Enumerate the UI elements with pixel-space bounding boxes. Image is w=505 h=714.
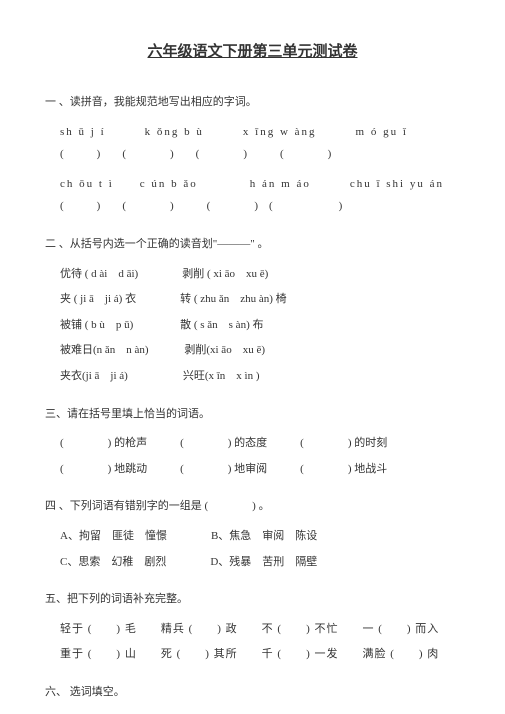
q5-row: 重于 ( ) 山 死 ( ) 其所 千 ( ) 一发 满脸 ( ) 肉: [60, 646, 460, 664]
page-title: 六年级语文下册第三单元测试卷: [45, 40, 460, 64]
q1-paren-2: ( ) ( ) ( ) ( ): [60, 198, 460, 216]
q1-pinyin-1: sh ū j í k ǒng b ù x īng w àng m ó gu ǐ: [60, 124, 460, 142]
q2-header: 二 、从括号内选一个正确的读音划"———" 。: [45, 236, 460, 254]
q2-item: 夹衣(ji ā ji á) 兴旺(x īn x ìn ): [60, 368, 460, 386]
q5-row: 轻于 ( ) 毛 精兵 ( ) 政 不 ( ) 不忙 一 ( ) 而入: [60, 621, 460, 639]
q3-header: 三、请在括号里填上恰当的词语。: [45, 406, 460, 424]
q4-option: A、拘留 匪徒 憧憬 B、焦急 审阅 陈设: [60, 528, 460, 546]
q2-item: 夹 ( ji ā ji á) 衣 转 ( zhu ǎn zhu àn) 椅: [60, 291, 460, 309]
q2-item: 优待 ( d ài d āi) 剥削 ( xi āo xu ē): [60, 266, 460, 284]
q3-row: ( ) 地跳动 ( ) 地审阅 ( ) 地战斗: [60, 461, 460, 479]
q5-header: 五、把下列的词语补充完整。: [45, 591, 460, 609]
q4-header: 四 、下列词语有错别字的一组是 ( ) 。: [45, 498, 460, 516]
q3-row: ( ) 的枪声 ( ) 的态度 ( ) 的时刻: [60, 435, 460, 453]
q2-item: 被难日(n ǎn n àn) 剥削(xi āo xu ē): [60, 342, 460, 360]
q4-option: C、思索 幻稚 剧烈 D、残暴 苦刑 隔壁: [60, 554, 460, 572]
q2-item: 被铺 ( b ù p ū) 散 ( s ǎn s àn) 布: [60, 317, 460, 335]
q1-paren-1: ( ) ( ) ( ) ( ): [60, 146, 460, 164]
q6-header: 六、 选词填空。: [45, 684, 460, 702]
q1-header: 一 、读拼音，我能规范地写出相应的字词。: [45, 94, 460, 112]
q1-pinyin-2: ch ōu t ì c ún b ǎo h án m áo chu ī shi …: [60, 176, 460, 194]
